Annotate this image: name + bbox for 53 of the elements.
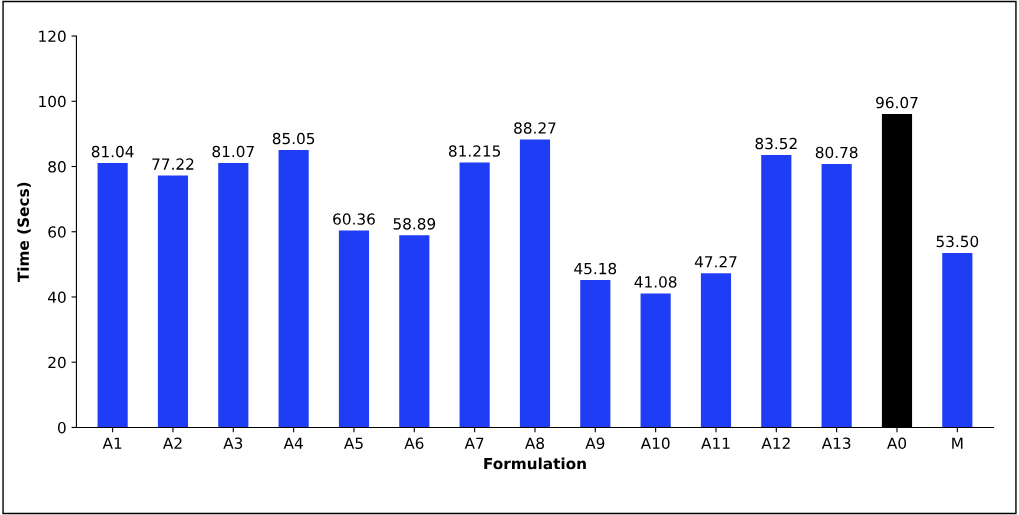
x-tick-label: A0 — [887, 437, 907, 449]
y-tick-label: 100 — [39, 95, 66, 108]
data-label: 96.07 — [876, 96, 918, 109]
y-tick-label: 80 — [48, 160, 66, 173]
x-tick-label: A4 — [283, 437, 303, 449]
bar — [821, 163, 852, 428]
y-tick-label: 60 — [48, 226, 66, 238]
bar — [580, 280, 611, 428]
data-label: 60.36 — [333, 213, 375, 225]
y-axis-title: Time (Secs) — [17, 182, 31, 283]
bar — [399, 235, 430, 428]
bar — [640, 293, 671, 428]
data-label: 83.52 — [755, 137, 797, 150]
x-tick-label: M — [952, 437, 963, 449]
x-tick-label: A7 — [464, 437, 484, 449]
x-tick-label: A10 — [640, 437, 670, 449]
x-axis-title: Formulation — [484, 457, 586, 470]
y-tick-label: 120 — [39, 30, 66, 43]
x-tick-label: A13 — [821, 437, 851, 449]
x-tick-label: A1 — [102, 437, 122, 449]
data-label: 53.50 — [936, 235, 979, 248]
bar — [761, 155, 792, 428]
data-label: 41.08 — [634, 276, 677, 288]
x-tick-label: A5 — [344, 437, 363, 449]
y-tick-label: 40 — [48, 291, 66, 303]
y-tick-label: 0 — [57, 421, 66, 434]
data-label: 88.27 — [514, 122, 556, 134]
x-tick-label: A2 — [163, 437, 182, 449]
bar — [218, 163, 249, 428]
data-label: 45.18 — [574, 262, 617, 275]
data-label: 80.78 — [815, 146, 858, 159]
bar — [97, 163, 128, 428]
y-tick-label: 20 — [48, 356, 66, 369]
bar — [459, 162, 490, 428]
data-label: 77.22 — [152, 158, 194, 170]
data-label: 47.27 — [694, 255, 737, 268]
data-label: 81.07 — [212, 145, 254, 158]
data-label: 58.89 — [393, 218, 436, 230]
bar — [942, 252, 973, 428]
bar — [278, 150, 309, 428]
bar — [157, 175, 189, 428]
data-label: 81.04 — [91, 145, 134, 158]
bar — [519, 139, 551, 428]
x-tick-label: A11 — [701, 437, 730, 449]
x-tick-label: A12 — [761, 437, 790, 449]
x-tick-label: A9 — [585, 437, 605, 449]
bar — [700, 273, 732, 428]
x-tick-label: A6 — [404, 437, 424, 449]
bar — [338, 230, 370, 428]
x-tick-label: A3 — [223, 437, 243, 449]
data-label: 81.215 — [448, 145, 501, 157]
data-label: 85.05 — [272, 132, 315, 145]
x-tick-label: A8 — [525, 437, 545, 449]
